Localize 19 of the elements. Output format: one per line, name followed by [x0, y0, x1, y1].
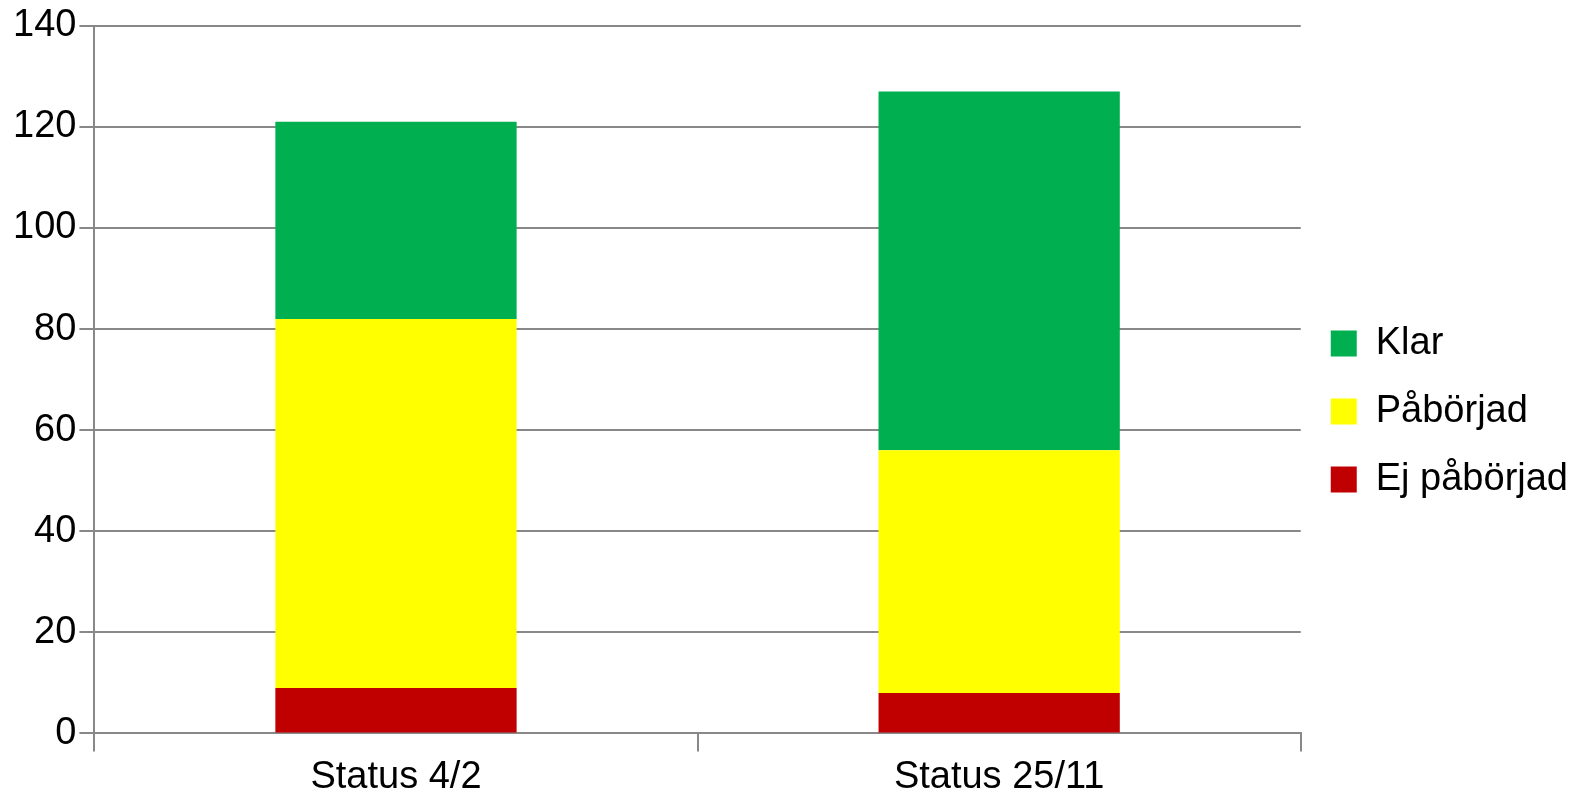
y-tick-label: 100 — [13, 204, 77, 247]
y-tick-label: 60 — [34, 406, 77, 449]
y-tick-label: 0 — [55, 709, 77, 752]
x-tick-label: Status 4/2 — [310, 753, 482, 796]
bar — [275, 318, 517, 688]
legend-label: Påbörjad — [1375, 387, 1528, 430]
bar — [275, 121, 517, 319]
bar — [878, 91, 1120, 451]
x-tick-label: Status 25/11 — [893, 753, 1105, 796]
legend-label: Klar — [1375, 319, 1444, 362]
y-tick-label: 80 — [34, 305, 77, 348]
y-tick-label: 140 — [13, 2, 77, 45]
bar — [878, 450, 1120, 693]
y-tick-label: 120 — [13, 103, 77, 146]
y-tick-label: 20 — [34, 608, 77, 651]
bar — [878, 692, 1120, 733]
y-tick-label: 40 — [34, 507, 77, 550]
bar — [275, 687, 517, 733]
legend-label: Ej påbörjad — [1375, 455, 1568, 498]
